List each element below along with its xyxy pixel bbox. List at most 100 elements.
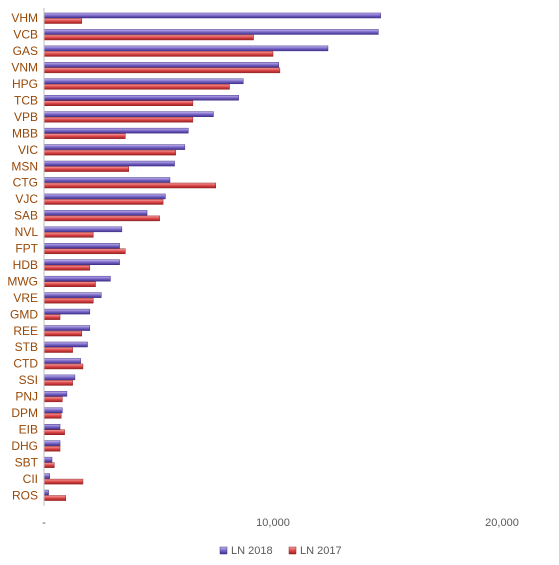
bar-ln-2017 bbox=[43, 199, 164, 205]
bar-ln-2018 bbox=[43, 259, 120, 265]
legend-swatch bbox=[288, 546, 297, 555]
category-label: VIC bbox=[18, 143, 38, 157]
bars-layer bbox=[43, 12, 381, 501]
bar-ln-2017 bbox=[43, 297, 94, 304]
category-label: GMD bbox=[10, 307, 38, 321]
bar-ln-2017 bbox=[43, 133, 126, 139]
bar-ln-2018 bbox=[43, 45, 329, 52]
category-label: VHM bbox=[11, 11, 38, 25]
category-label: PNJ bbox=[15, 390, 38, 404]
category-label: DHG bbox=[11, 439, 38, 453]
bar-ln-2018 bbox=[43, 243, 120, 249]
bar-ln-2017 bbox=[43, 100, 194, 106]
category-label: REE bbox=[13, 324, 38, 338]
bar-ln-2017 bbox=[43, 429, 65, 435]
bar-ln-2017 bbox=[43, 182, 216, 189]
bar-ln-2018 bbox=[43, 456, 53, 463]
bar-ln-2018 bbox=[43, 62, 279, 68]
bar-ln-2018 bbox=[43, 160, 175, 167]
bar-ln-2018 bbox=[43, 391, 68, 397]
category-label: MBB bbox=[12, 126, 38, 140]
bar-ln-2018 bbox=[43, 374, 76, 381]
legend-label: LN 2018 bbox=[231, 545, 273, 557]
bar-ln-2017 bbox=[43, 18, 83, 24]
bar-ln-2018 bbox=[43, 144, 186, 150]
bar-ln-2018 bbox=[43, 193, 166, 200]
bar-ln-2017 bbox=[43, 149, 176, 156]
category-label: STB bbox=[15, 340, 38, 354]
bar-ln-2017 bbox=[43, 445, 61, 452]
bar-ln-2017 bbox=[43, 116, 194, 123]
bar-ln-2018 bbox=[43, 358, 81, 364]
bar-ln-2018 bbox=[43, 177, 171, 183]
category-label: CII bbox=[23, 472, 38, 486]
legend-label: LN 2017 bbox=[300, 545, 342, 557]
bar-ln-2018 bbox=[43, 127, 189, 134]
bar-ln-2017 bbox=[43, 413, 62, 419]
category-label: TCB bbox=[14, 93, 38, 107]
bar-ln-2017 bbox=[43, 84, 230, 90]
bar-ln-2018 bbox=[43, 226, 123, 233]
bar-ln-2018 bbox=[43, 325, 91, 331]
bar-ln-2017 bbox=[43, 495, 67, 501]
category-label: DPM bbox=[11, 406, 38, 420]
category-label: VRE bbox=[13, 291, 38, 305]
bar-ln-2017 bbox=[43, 347, 73, 353]
x-tick-label: - bbox=[42, 517, 46, 529]
category-label: VCB bbox=[13, 28, 38, 42]
bar-ln-2018 bbox=[43, 341, 88, 348]
x-axis-ticks: - 10,000 20,000 bbox=[42, 517, 519, 529]
bar-ln-2017 bbox=[43, 215, 160, 222]
bar-ln-2017 bbox=[43, 166, 129, 172]
category-labels: VHM VCB GAS VNM HPG TCB VPB MBB VIC MSN CTG VJC SAB N… bbox=[7, 11, 38, 502]
bar-ln-2018 bbox=[43, 78, 244, 85]
legend: LN 2018 LN 2017 bbox=[219, 545, 342, 557]
bar-ln-2018 bbox=[43, 275, 111, 282]
bar-ln-2018 bbox=[43, 407, 63, 414]
bar-ln-2017 bbox=[43, 248, 126, 255]
category-label: VNM bbox=[11, 61, 38, 75]
bar-ln-2018 bbox=[43, 29, 379, 35]
bar-ln-2018 bbox=[43, 111, 214, 117]
bar-ln-2018 bbox=[43, 440, 61, 446]
category-label: MSN bbox=[11, 159, 38, 173]
category-label: SSI bbox=[19, 373, 38, 387]
category-label: HPG bbox=[12, 77, 38, 91]
bar-ln-2018 bbox=[43, 424, 61, 430]
x-tick-label: 10,000 bbox=[256, 517, 290, 529]
bar-ln-2017 bbox=[43, 281, 96, 287]
bar-ln-2017 bbox=[43, 396, 63, 403]
category-label: GAS bbox=[13, 44, 38, 58]
bar-ln-2017 bbox=[43, 363, 84, 370]
category-label: SBT bbox=[15, 455, 39, 469]
category-label: SAB bbox=[14, 209, 38, 223]
bar-ln-2017 bbox=[43, 34, 254, 41]
category-label: HDB bbox=[13, 258, 38, 272]
category-label: FPT bbox=[15, 242, 38, 256]
category-label: NVL bbox=[15, 225, 39, 239]
bar-ln-2018 bbox=[43, 489, 49, 496]
bar-ln-2017 bbox=[43, 380, 73, 386]
bar-ln-2017 bbox=[43, 51, 274, 57]
category-label: CTG bbox=[13, 176, 38, 190]
bar-ln-2018 bbox=[43, 308, 91, 315]
bar-ln-2018 bbox=[43, 210, 148, 216]
bar-ln-2018 bbox=[43, 292, 102, 298]
legend-swatch bbox=[219, 546, 228, 555]
bar-ln-2018 bbox=[43, 473, 50, 479]
bar-ln-2017 bbox=[43, 232, 94, 238]
x-tick-label: 20,000 bbox=[485, 517, 519, 529]
category-label: EIB bbox=[19, 422, 38, 436]
bar-ln-2017 bbox=[43, 478, 84, 485]
bar-ln-2018 bbox=[43, 95, 239, 101]
bar-ln-2017 bbox=[43, 462, 55, 468]
bar-ln-2018 bbox=[43, 12, 381, 19]
bar-ln-2017 bbox=[43, 314, 61, 320]
category-label: ROS bbox=[12, 488, 38, 502]
category-label: CTD bbox=[13, 357, 38, 371]
category-label: MWG bbox=[7, 274, 38, 288]
category-label: VJC bbox=[15, 192, 38, 206]
category-label: VPB bbox=[14, 110, 38, 124]
bar-ln-2017 bbox=[43, 265, 91, 271]
